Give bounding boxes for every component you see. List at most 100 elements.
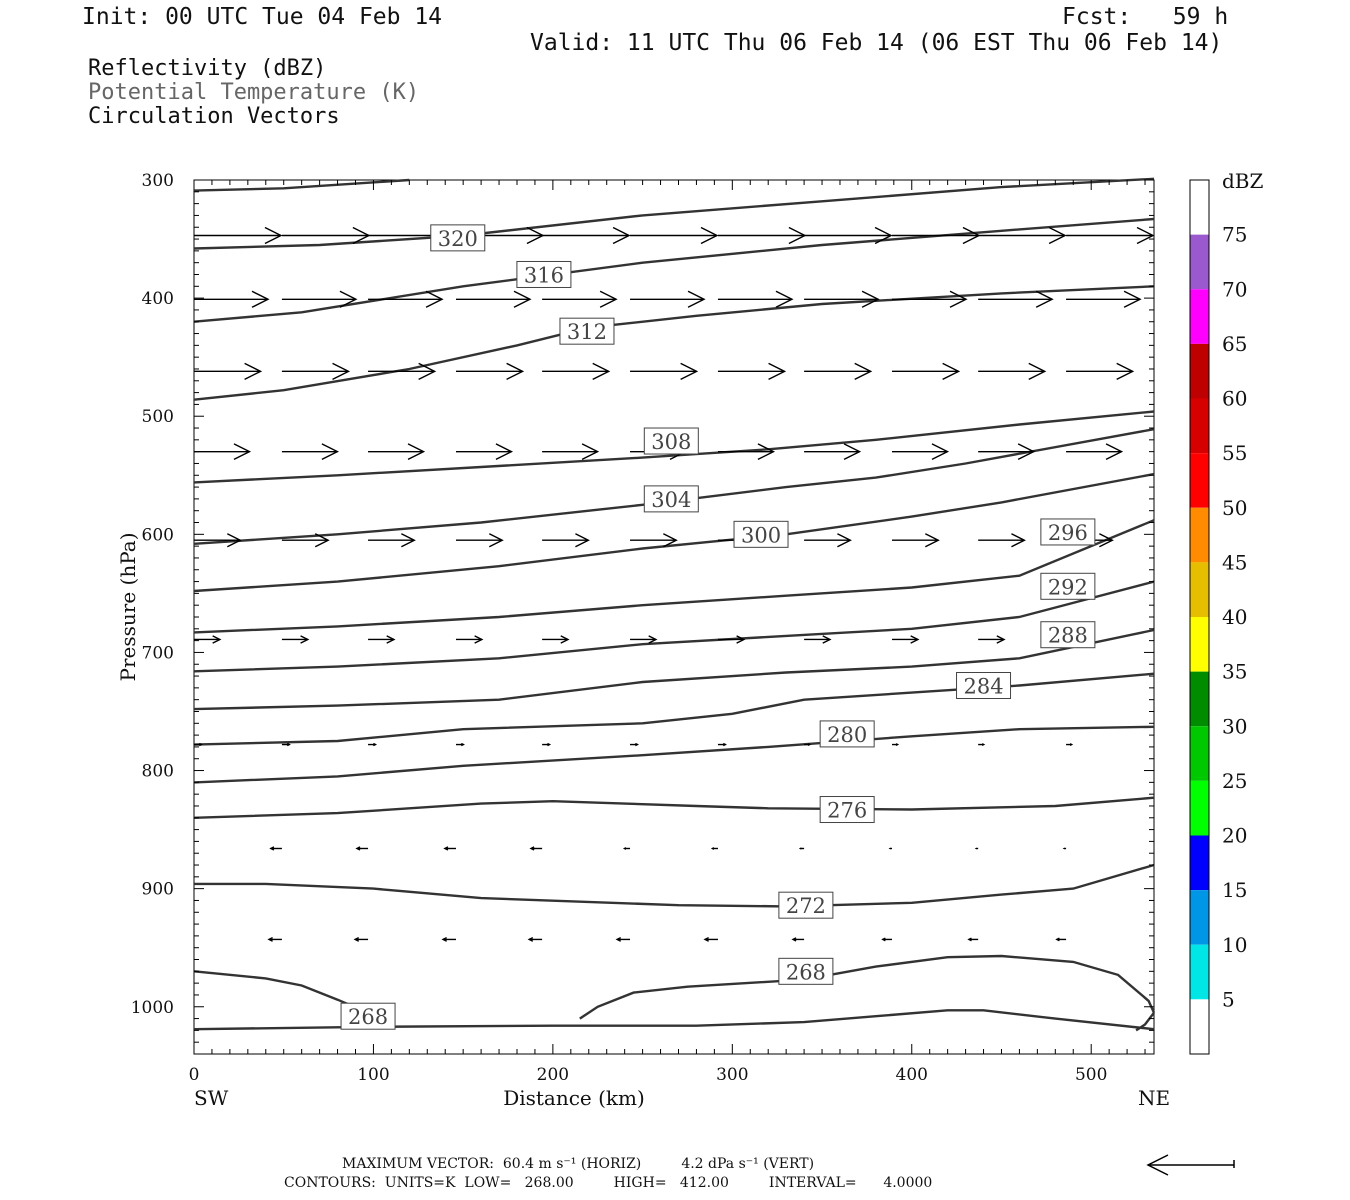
contour-label-box: [733, 520, 789, 548]
max-vector-arrow-icon: [1146, 1154, 1235, 1176]
colorbar-swatch: [1190, 507, 1209, 563]
x-axis-label: Distance (km): [503, 1086, 645, 1110]
circulation-vector: [269, 846, 282, 851]
contour-label-text: 296: [1048, 521, 1088, 545]
circulation-vector: [804, 533, 852, 548]
circulation-vector: [804, 743, 812, 746]
contour-label-box: [1040, 518, 1096, 546]
colorbar-label: 35: [1222, 660, 1247, 684]
circulation-vector: [368, 290, 444, 308]
y-tick-label: 300: [142, 171, 174, 191]
isentrope-line: [193, 580, 1155, 673]
contour-label: 296: [1040, 518, 1096, 546]
contour-label-text: 268: [786, 960, 826, 984]
circulation-vector: [798, 847, 805, 850]
circulation-vector: [281, 635, 310, 644]
circulation-vector: [1066, 743, 1074, 746]
circulation-vector: [615, 936, 631, 942]
colorbar-swatch: [1190, 343, 1209, 399]
contour-label-box: [516, 260, 572, 288]
contour-label: 320: [430, 224, 486, 252]
contour-label-box: [643, 427, 699, 455]
vector-head: [843, 443, 862, 461]
contour-label: 284: [956, 672, 1012, 700]
colorbar-swatch: [1190, 780, 1209, 836]
circulation-vector: [368, 742, 378, 747]
contour-label-text: 320: [438, 227, 478, 251]
right-endpoint-label: NE: [1138, 1086, 1170, 1110]
contour-label-box: [430, 224, 486, 252]
vector-head: [314, 533, 330, 548]
isentrope-line: [193, 472, 1155, 593]
vector-head: [1099, 533, 1114, 548]
init-time: Init: 00 UTC Tue 04 Feb 14: [82, 4, 443, 30]
circulation-vector: [542, 742, 552, 747]
contour-label-box: [819, 796, 875, 824]
contour-label: 316: [516, 260, 572, 288]
vector-head: [418, 362, 437, 380]
vector-head: [1017, 443, 1036, 461]
y-tick-label: 500: [142, 407, 174, 427]
vector-head: [798, 847, 802, 850]
x-tick-label: 100: [357, 1065, 389, 1085]
vector-head: [663, 533, 678, 548]
colorbar-label: 65: [1222, 332, 1247, 356]
circulation-vector: [368, 443, 426, 461]
vector-head: [807, 743, 812, 746]
vector-head: [386, 635, 396, 644]
circulation-vector: [194, 742, 203, 747]
isentrope-line: [193, 217, 1155, 323]
contour-label-box: [1040, 621, 1096, 649]
contour-label-text: 292: [1048, 575, 1088, 599]
circulation-vector: [978, 635, 1006, 644]
circulation-vector: [717, 362, 787, 380]
colorbar-label: 15: [1222, 878, 1247, 902]
vector-head: [1048, 226, 1067, 245]
circulation-vector: [1066, 226, 1155, 245]
colorbar-swatch: [1190, 726, 1209, 781]
circulation-vector: [978, 362, 1047, 380]
x-tick-label: 0: [189, 1065, 200, 1085]
colorbar-swatch: [1190, 671, 1209, 727]
circulation-vector: [194, 226, 283, 245]
circulation-vector: [630, 635, 658, 644]
vector-head: [837, 533, 852, 548]
colorbar-border: [1189, 179, 1210, 1055]
circulation-vector: [281, 290, 358, 308]
circulation-vector: [978, 743, 986, 746]
circulation-vector: [888, 847, 893, 850]
vector-head: [407, 443, 426, 461]
vector-head: [791, 937, 797, 942]
legend-arrow-head: [1146, 1154, 1169, 1176]
circulation-vector: [717, 742, 727, 747]
contour-label-text: 308: [651, 430, 691, 454]
vector-head: [895, 743, 900, 746]
contour-label-text: 300: [741, 523, 781, 547]
vector-head: [861, 290, 880, 308]
contour-label-box: [778, 891, 834, 919]
vector-head: [1011, 533, 1026, 548]
vector-head: [355, 846, 361, 851]
contour-label: 288: [1040, 621, 1096, 649]
colorbar-label: 50: [1222, 496, 1247, 520]
x-tick-label: 300: [716, 1065, 748, 1085]
circulation-vector: [455, 362, 525, 380]
circulation-vector: [791, 937, 805, 942]
vector-head: [612, 226, 631, 245]
vector-head: [703, 936, 709, 942]
circulation-vector: [881, 937, 893, 942]
circulation-vector: [542, 226, 631, 245]
vector-head: [1105, 443, 1124, 461]
circulation-vector: [804, 226, 893, 245]
colorbar-label: 5: [1222, 987, 1235, 1011]
colorbar-label: 60: [1222, 387, 1247, 411]
colorbar-label: 25: [1222, 769, 1247, 793]
contour-label: 312: [559, 317, 615, 345]
contour-label-box: [559, 317, 615, 345]
colorbar-swatch: [1190, 617, 1209, 672]
valid-time: Valid: 11 UTC Thu 06 Feb 14 (06 EST Thu …: [530, 30, 1223, 56]
circulation-vector: [804, 635, 832, 644]
contour-label: 280: [819, 720, 875, 748]
circulation-vector: [194, 362, 263, 380]
field-reflectivity: Reflectivity (dBZ): [88, 56, 327, 81]
